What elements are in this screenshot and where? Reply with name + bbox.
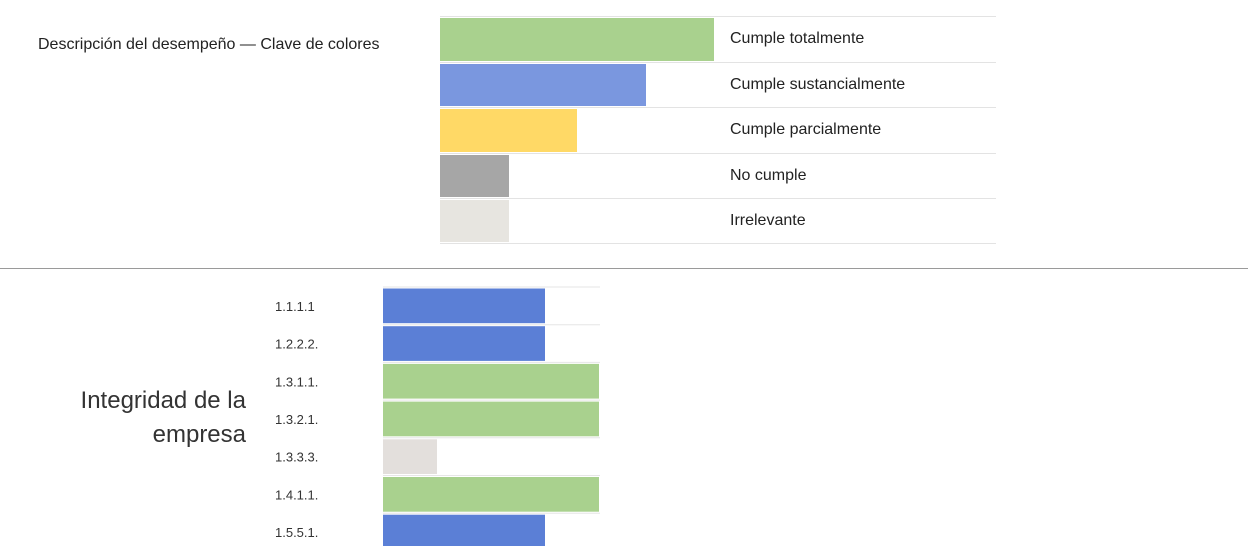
- group-label: Integridad de la empresa: [80, 387, 246, 448]
- category-label: 1.4.1.1.: [275, 487, 318, 502]
- legend-swatch: [440, 109, 577, 152]
- legend-label: No cumple: [730, 167, 807, 185]
- legend-row: No cumple: [440, 152, 996, 199]
- bar: [383, 363, 599, 399]
- bar: [383, 326, 545, 361]
- color-legend: Cumple totalmente Cumple sustancialmente C…: [440, 16, 996, 244]
- category-label: 1.3.3.3.: [275, 450, 318, 465]
- legend-swatch: [440, 200, 509, 242]
- section-divider: [0, 268, 1248, 269]
- legend-label: Cumple totalmente: [730, 30, 865, 48]
- legend-title: Descripción del desempeño — Clave de col…: [38, 36, 380, 53]
- bar: [383, 477, 599, 512]
- category-label: 1.3.2.1.: [275, 412, 318, 427]
- category-label: 1.3.1.1.: [275, 374, 318, 389]
- legend-swatch: [440, 63, 646, 107]
- legend-label: Cumple sustancialmente: [730, 75, 906, 93]
- bar: [383, 439, 437, 474]
- legend-swatch: [440, 18, 714, 61]
- bar: [383, 288, 545, 324]
- legend-row: Cumple parcialmente: [440, 107, 996, 153]
- legend-label: Irrelevante: [730, 212, 806, 230]
- bar: [383, 514, 545, 546]
- legend-label: Cumple parcialmente: [730, 121, 882, 139]
- legend-row: Cumple totalmente: [440, 16, 996, 62]
- legend-swatch: [440, 154, 509, 198]
- legend-row: Irrelevante: [440, 198, 996, 244]
- category-label: 1.5.5.1.: [275, 525, 318, 540]
- category-label: 1.1.1.1: [275, 299, 315, 314]
- legend-row: Cumple sustancialmente: [440, 61, 996, 108]
- bar: [383, 401, 599, 437]
- category-label: 1.2.2.2.: [275, 337, 318, 352]
